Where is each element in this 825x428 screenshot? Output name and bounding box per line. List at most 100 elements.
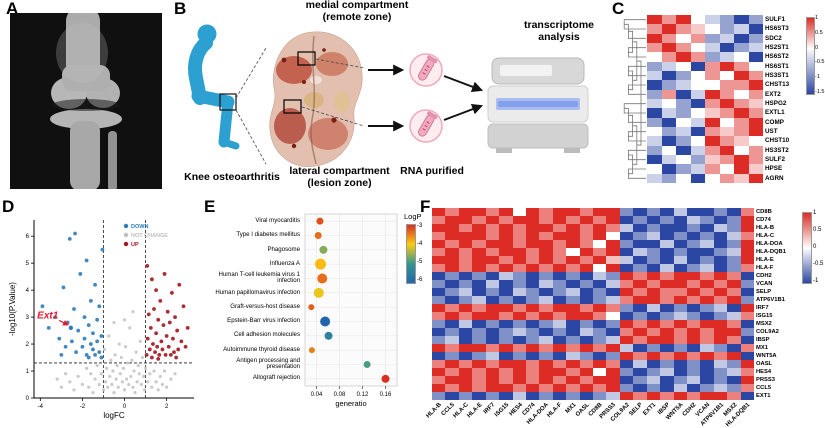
heatmap-cell: [661, 145, 676, 155]
heatmap-cell: [606, 392, 620, 400]
tibia-bone: [70, 121, 100, 189]
heatmap-cell: [727, 240, 741, 248]
volcano-point: [97, 304, 102, 309]
heatmap-cell: [445, 256, 459, 264]
heatmap-cell: [539, 288, 553, 296]
heatmap-cell: [499, 240, 513, 248]
colorbar-tick: -1.5: [815, 88, 825, 95]
heatmap-cell: [686, 288, 701, 296]
volcano-point: [129, 374, 133, 379]
heatmap-cell: [458, 224, 473, 232]
volcano-point: [84, 352, 89, 357]
rna-purified-label: RNA purified: [400, 165, 464, 177]
heatmap-cell: [472, 232, 486, 240]
heatmap-cell: [660, 264, 674, 272]
heatmap-cell: [705, 145, 720, 155]
heatmap-cell: [661, 108, 676, 118]
heatmap-cell: [713, 312, 728, 320]
y-tick-label: 2: [26, 342, 30, 348]
heatmap-cell: [633, 296, 647, 304]
heatmap-cell: [525, 312, 540, 320]
heatmap-cell: [633, 352, 647, 360]
heatmap-cell: [633, 208, 647, 216]
heatmap-cell: [539, 320, 553, 328]
gene-label: HS2ST1: [765, 44, 789, 52]
heatmap-cell: [700, 224, 714, 232]
heatmap-cell: [673, 384, 687, 392]
heatmap-cell: [552, 296, 567, 304]
heatmap-cell: [673, 208, 687, 216]
volcano-point: [59, 352, 64, 357]
heatmap-cell: [676, 154, 691, 165]
heatmap-cell: [432, 280, 446, 288]
heatmap-cell: [619, 296, 634, 304]
heatmap-cell: [646, 368, 661, 376]
colorbar-f: [802, 212, 812, 284]
volcano-point: [40, 304, 45, 309]
legend-dot: [123, 232, 129, 238]
heatmap-cell: [593, 312, 607, 320]
heatmap-cell: [458, 328, 473, 336]
heatmap-cell: [458, 272, 473, 280]
heatmap-cell: [432, 224, 446, 232]
heatmap-cell: [499, 256, 513, 264]
volcano-point: [108, 374, 112, 379]
heatmap-cell: [512, 216, 526, 224]
heatmap-cell: [606, 224, 620, 232]
heatmap-cell: [619, 392, 634, 400]
heatmap-cell: [686, 344, 701, 352]
heatmap-cell: [499, 384, 513, 392]
volcano-point: [160, 382, 165, 387]
heatmap-cell: [606, 304, 620, 312]
heatmap-cell: [458, 368, 473, 376]
heatmap-cell: [619, 232, 634, 240]
volcano-point: [126, 361, 130, 365]
heatmap-cell: [539, 304, 553, 312]
dendrogram-branch: [636, 60, 642, 146]
heatmap-cell: [619, 312, 634, 320]
heatmap-cell: [512, 208, 526, 216]
heatmap-cell: [472, 224, 486, 232]
heatmap-cell: [748, 154, 763, 165]
heatmap-cell: [579, 344, 593, 352]
heatmap-cell: [566, 336, 580, 344]
heatmap-cell: [445, 248, 459, 256]
volcano-point: [63, 372, 68, 376]
heatmap-cell: [499, 232, 513, 240]
heatmap-cell: [734, 154, 749, 165]
heatmap-cell: [713, 296, 728, 304]
heatmap-cell: [445, 320, 459, 328]
legend-label: UP: [131, 242, 139, 248]
panel-label-f: F: [420, 197, 431, 216]
heatmap-cell: [579, 360, 593, 368]
volcano-point: [173, 315, 177, 319]
heatmap-cell: [719, 154, 734, 165]
heatmap-cell: [579, 304, 593, 312]
gene-label: HS6ST3: [765, 25, 789, 33]
heatmap-cell: [633, 384, 647, 392]
heatmap-f-column-labels: HLA-B CCL5 HLA-C HLA-E IRF7 ISG15 HES4 CD74 HLA-…: [426, 401, 754, 428]
heatmap-cell: [458, 232, 473, 240]
heatmap-cell: [673, 216, 687, 224]
heatmap-cell: [686, 240, 701, 248]
heatmap-cell: [485, 320, 500, 328]
heatmap-cell: [432, 360, 446, 368]
enrichment-dot: [316, 217, 324, 225]
heatmap-cell: [705, 24, 720, 34]
heatmap-cell: [646, 304, 661, 312]
x-tick-label: -4: [38, 404, 44, 410]
heatmap-cell: [499, 216, 513, 224]
x-tick-label: 0: [123, 404, 127, 410]
heatmap-cell: [647, 42, 662, 53]
heatmap-cell: [485, 304, 500, 312]
heatmap-cell: [593, 208, 607, 216]
heatmap-cell: [690, 80, 705, 90]
heatmap-cell: [445, 352, 459, 360]
heatmap-cell: [499, 280, 513, 288]
heatmap-cell: [593, 352, 607, 360]
heatmap-cell: [690, 108, 705, 118]
colorbar-tick: -1: [815, 74, 820, 81]
heatmap-cell: [740, 384, 754, 392]
heatmap-cell: [740, 368, 754, 376]
